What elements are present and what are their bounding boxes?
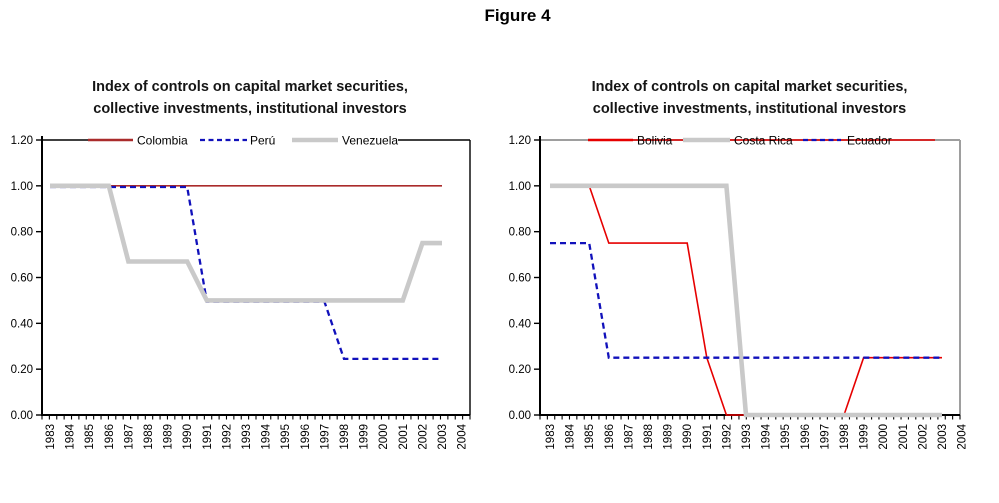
x-year-label: 1991 xyxy=(202,424,214,450)
right-chart: Index of controls on capital market secu… xyxy=(500,0,999,503)
x-year-label: 1993 xyxy=(741,424,753,450)
x-year-label: 1985 xyxy=(584,424,596,450)
y-tick-label: 1.20 xyxy=(11,135,33,147)
y-tick-label: 0.80 xyxy=(509,227,531,239)
y-tick-label: 0.20 xyxy=(509,364,531,376)
series-ecuador-line xyxy=(550,241,942,359)
x-year-label: 1984 xyxy=(65,423,77,449)
x-year-label: 1992 xyxy=(221,424,233,450)
x-year-label: 1989 xyxy=(663,424,675,450)
x-year-label: 1984 xyxy=(565,423,577,449)
x-year-label: 2004 xyxy=(957,423,969,449)
left-chart-plot: 0.00 0.20 0.40 0.60 0.80 1.00 1.20 1983 1984 1985… xyxy=(11,131,471,450)
x-year-label: 1990 xyxy=(682,424,694,450)
y-tick-label: 1.00 xyxy=(11,181,33,193)
x-year-label: 1988 xyxy=(643,424,655,450)
y-tick-label: 0.00 xyxy=(11,410,33,422)
x-year-label: 1986 xyxy=(104,424,116,450)
x-year-label: 1999 xyxy=(359,424,371,450)
legend-label-costa-rica: Costa Rica xyxy=(734,134,793,148)
right-chart-plot: 0.00 0.20 0.40 0.60 0.80 1.00 1.20 1983 1984 1985… xyxy=(509,134,969,450)
x-year-label: 1998 xyxy=(839,424,851,450)
x-year-label: 1998 xyxy=(339,424,351,450)
x-year-label: 1993 xyxy=(241,424,253,450)
x-year-label: 1991 xyxy=(702,424,714,450)
x-year-label: 1983 xyxy=(45,424,57,450)
x-year-label: 1996 xyxy=(800,424,812,450)
y-tick-label: 0.80 xyxy=(11,227,33,239)
y-tick-label: 1.00 xyxy=(509,181,531,193)
x-year-label: 1990 xyxy=(182,424,194,450)
y-tick-label: 0.60 xyxy=(11,273,33,285)
x-year-label: 1983 xyxy=(545,424,557,450)
x-year-label: 1995 xyxy=(780,424,792,450)
y-tick-label: 0.40 xyxy=(509,318,531,330)
x-year-label: 1999 xyxy=(859,424,871,450)
x-year-label: 2001 xyxy=(898,424,910,450)
x-year-label: 2002 xyxy=(917,424,929,450)
figure-title: Figure 4 xyxy=(484,6,551,25)
x-year-label: 1996 xyxy=(300,424,312,450)
y-tick-label: 0.60 xyxy=(509,273,531,285)
y-tick-label: 0.40 xyxy=(11,318,33,330)
x-year-label: 1995 xyxy=(280,424,292,450)
left-chart-title: Index of controls on capital market secu… xyxy=(0,76,500,120)
y-tick-label: 1.20 xyxy=(509,135,531,147)
series-venezuela-line xyxy=(50,183,442,303)
right-chart-title-line1: Index of controls on capital market secu… xyxy=(591,79,908,95)
x-year-label: 2004 xyxy=(457,423,469,449)
series-bolivia-line xyxy=(550,184,942,416)
legend-label-bolivia: Bolivia xyxy=(637,134,673,148)
x-year-label: 1994 xyxy=(761,423,773,449)
right-chart-title: Index of controls on capital market secu… xyxy=(500,76,999,120)
left-chart-title-line2: collective investments, institutional in… xyxy=(93,101,407,117)
x-year-label: 1989 xyxy=(163,424,175,450)
left-chart-title-line1: Index of controls on capital market secu… xyxy=(92,79,408,95)
x-year-label: 2000 xyxy=(378,424,390,450)
x-year-label: 1997 xyxy=(319,424,331,450)
x-year-label: 1987 xyxy=(623,424,635,450)
x-year-label: 2000 xyxy=(878,424,890,450)
left-chart: Index of controls on capital market secu… xyxy=(0,76,500,450)
x-year-label: 1997 xyxy=(819,424,831,450)
legend-label-perú: Perú xyxy=(250,134,275,148)
right-chart-title-line2: collective investments, institutional in… xyxy=(592,101,907,117)
legend-label-colombia: Colombia xyxy=(137,134,188,148)
y-tick-label: 0.00 xyxy=(509,410,531,422)
x-year-label: 1994 xyxy=(261,423,273,449)
y-tick-label: 0.20 xyxy=(11,364,33,376)
x-year-label: 1987 xyxy=(123,424,135,450)
x-year-label: 1986 xyxy=(604,424,616,450)
x-year-label: 2002 xyxy=(417,424,429,450)
x-year-label: 2003 xyxy=(437,424,449,450)
x-year-label: 2001 xyxy=(398,424,410,450)
series-perú-line xyxy=(50,185,442,361)
legend-label-ecuador: Ecuador xyxy=(847,134,892,148)
legend-label-venezuela: Venezuela xyxy=(342,134,398,148)
x-year-label: 1985 xyxy=(84,424,96,450)
x-year-label: 1992 xyxy=(721,424,733,450)
x-year-label: 2003 xyxy=(937,424,949,450)
x-year-label: 1988 xyxy=(143,424,155,450)
series-costa-rica-line xyxy=(550,183,942,418)
